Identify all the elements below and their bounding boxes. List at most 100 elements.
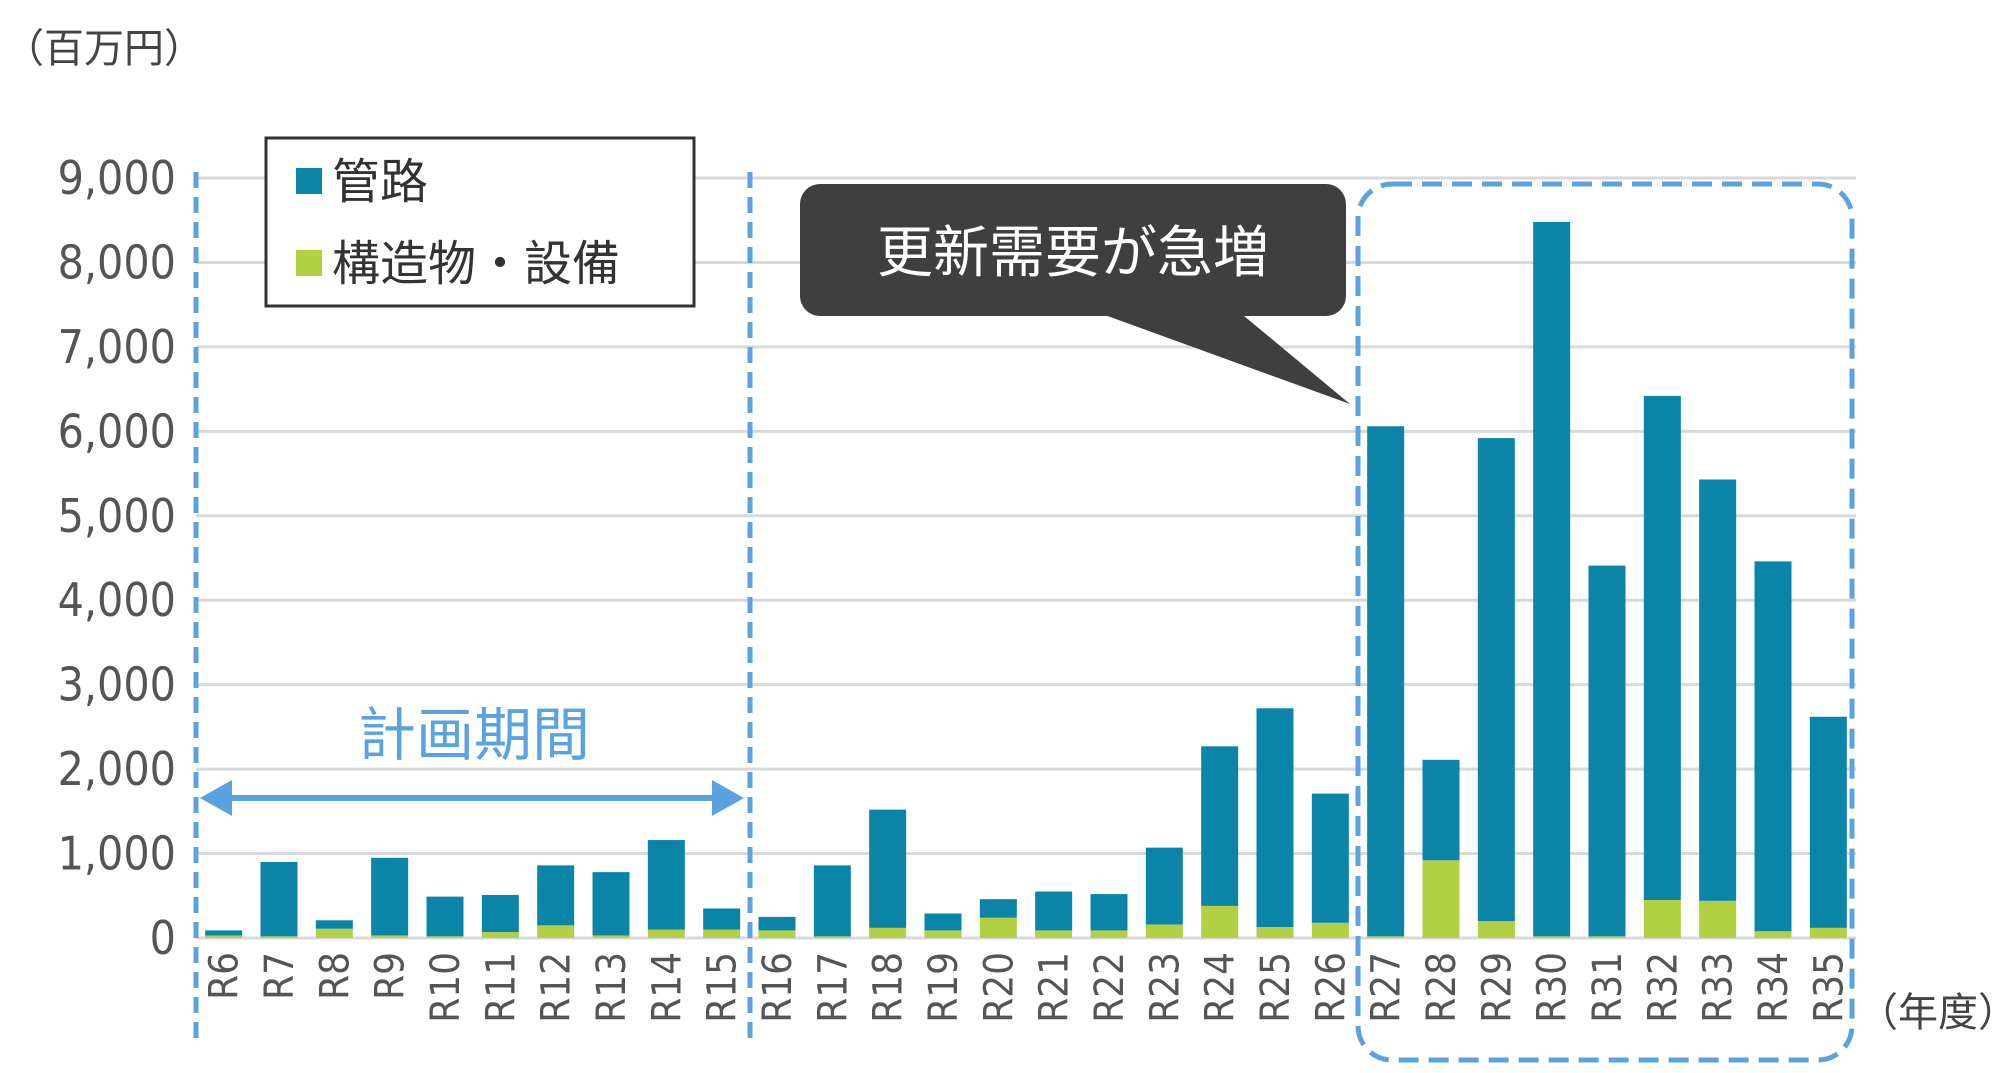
bar-segment bbox=[1035, 930, 1073, 938]
x-tick-label: R7 bbox=[257, 952, 303, 1000]
bar-segment bbox=[1422, 860, 1460, 938]
bar-segment bbox=[1588, 936, 1626, 938]
bar-segment bbox=[869, 927, 907, 938]
y-tick-label: 0 bbox=[150, 911, 176, 965]
legend-box bbox=[264, 136, 696, 308]
legend-swatch-pipes bbox=[296, 168, 322, 194]
bar-segment bbox=[924, 930, 962, 938]
bar-segment bbox=[426, 896, 464, 937]
bar-segment bbox=[205, 935, 243, 938]
bar-segment bbox=[813, 865, 851, 937]
bar-segment bbox=[371, 857, 409, 936]
bar-segment bbox=[979, 899, 1017, 918]
legend-label-facilities: 構造物・設備 bbox=[332, 236, 620, 292]
bar-segment bbox=[1477, 438, 1515, 922]
bar-segment bbox=[758, 930, 796, 938]
bar-segment bbox=[1588, 565, 1626, 937]
x-tick-label: R30 bbox=[1530, 952, 1576, 1023]
legend: 管路 構造物・設備 bbox=[264, 136, 696, 308]
x-tick-label: R23 bbox=[1142, 952, 1188, 1023]
x-tick-label: R9 bbox=[368, 952, 414, 1000]
y-tick-label: 1,000 bbox=[58, 827, 176, 881]
y-tick-label: 7,000 bbox=[58, 320, 176, 374]
bar-segment bbox=[1643, 900, 1681, 938]
bar-segment bbox=[1201, 905, 1239, 938]
y-tick-label: 2,000 bbox=[58, 742, 176, 796]
x-tick-label: R29 bbox=[1474, 952, 1520, 1023]
gridlines bbox=[196, 176, 1856, 940]
bars bbox=[205, 221, 1847, 938]
bar-segment bbox=[1367, 426, 1405, 937]
bar-segment bbox=[1311, 793, 1349, 923]
bar-segment bbox=[1090, 894, 1128, 931]
x-tick-label: R19 bbox=[921, 952, 967, 1023]
x-tick-label: R18 bbox=[866, 952, 912, 1023]
x-tick-label: R10 bbox=[423, 952, 469, 1023]
bar-segment bbox=[1699, 479, 1737, 901]
x-tick-label: R8 bbox=[312, 952, 358, 1000]
bar-segment bbox=[1699, 900, 1737, 938]
bar-segment bbox=[1145, 924, 1183, 938]
bar-segment bbox=[1090, 930, 1128, 938]
bar-segment bbox=[647, 840, 685, 930]
x-tick-label: R21 bbox=[1032, 952, 1078, 1023]
bar-segment bbox=[315, 920, 353, 929]
y-tick-label: 9,000 bbox=[58, 151, 176, 205]
bar-segment bbox=[371, 935, 409, 938]
x-unit-label: （年度） bbox=[1858, 990, 2000, 1036]
x-tick-label: R34 bbox=[1751, 952, 1797, 1023]
bar-segment bbox=[869, 809, 907, 928]
bar-segment bbox=[1035, 891, 1073, 931]
bar-segment bbox=[1477, 921, 1515, 938]
x-tick-label: R14 bbox=[644, 952, 690, 1023]
x-tick-label: R6 bbox=[202, 952, 248, 1000]
callout-text: 更新需要が急増 bbox=[877, 221, 1269, 286]
x-tick-label: R24 bbox=[1198, 952, 1244, 1023]
y-tick-label: 4,000 bbox=[58, 573, 176, 627]
bar-segment bbox=[1422, 759, 1460, 861]
bar-segment bbox=[1256, 927, 1294, 938]
bar-segment bbox=[205, 930, 243, 936]
bar-segment bbox=[758, 916, 796, 931]
callout-bubble bbox=[800, 184, 1350, 404]
bar-segment bbox=[1145, 847, 1183, 925]
x-tick-label: R31 bbox=[1585, 952, 1631, 1023]
bar-segment bbox=[1809, 716, 1847, 928]
bar-segment bbox=[537, 865, 575, 926]
bar-segment bbox=[481, 932, 519, 938]
bar-segment bbox=[1201, 746, 1239, 906]
bar-segment bbox=[260, 936, 298, 938]
bar-segment bbox=[1256, 708, 1294, 928]
bar-segment bbox=[1533, 936, 1571, 938]
legend-label-pipes: 管路 bbox=[332, 154, 428, 210]
y-tick-label: 6,000 bbox=[58, 404, 176, 458]
surge-highlight-box bbox=[1355, 181, 1855, 1063]
bar-segment bbox=[1367, 936, 1405, 938]
bar-segment bbox=[315, 928, 353, 938]
bar-segment bbox=[592, 872, 630, 936]
y-tick-label: 5,000 bbox=[58, 489, 176, 543]
x-tick-label: R22 bbox=[1087, 952, 1133, 1023]
bar-segment bbox=[1533, 221, 1571, 937]
period-arrow bbox=[200, 780, 744, 816]
bar-segment bbox=[703, 929, 741, 938]
x-tick-label: R17 bbox=[810, 952, 856, 1023]
x-tick-label: R12 bbox=[534, 952, 580, 1023]
bar-segment bbox=[260, 862, 298, 937]
x-tick-label: R33 bbox=[1696, 952, 1742, 1023]
bar-segment bbox=[1754, 561, 1792, 932]
y-axis-ticks: 0 1,000 2,000 3,000 4,000 5,000 6,000 7,000 8,00… bbox=[58, 151, 176, 965]
bar-segment bbox=[979, 917, 1017, 938]
bar-segment bbox=[537, 925, 575, 938]
y-tick-label: 3,000 bbox=[58, 658, 176, 712]
x-tick-label: R32 bbox=[1640, 952, 1686, 1023]
period-label: 計画期間 bbox=[358, 701, 590, 769]
x-tick-label: R27 bbox=[1364, 952, 1410, 1023]
x-tick-label: R25 bbox=[1253, 952, 1299, 1023]
x-tick-label: R35 bbox=[1806, 952, 1852, 1023]
x-tick-label: R13 bbox=[589, 952, 635, 1023]
bar-segment bbox=[1809, 927, 1847, 938]
x-tick-label: R28 bbox=[1419, 952, 1465, 1023]
bar-segment bbox=[647, 929, 685, 938]
